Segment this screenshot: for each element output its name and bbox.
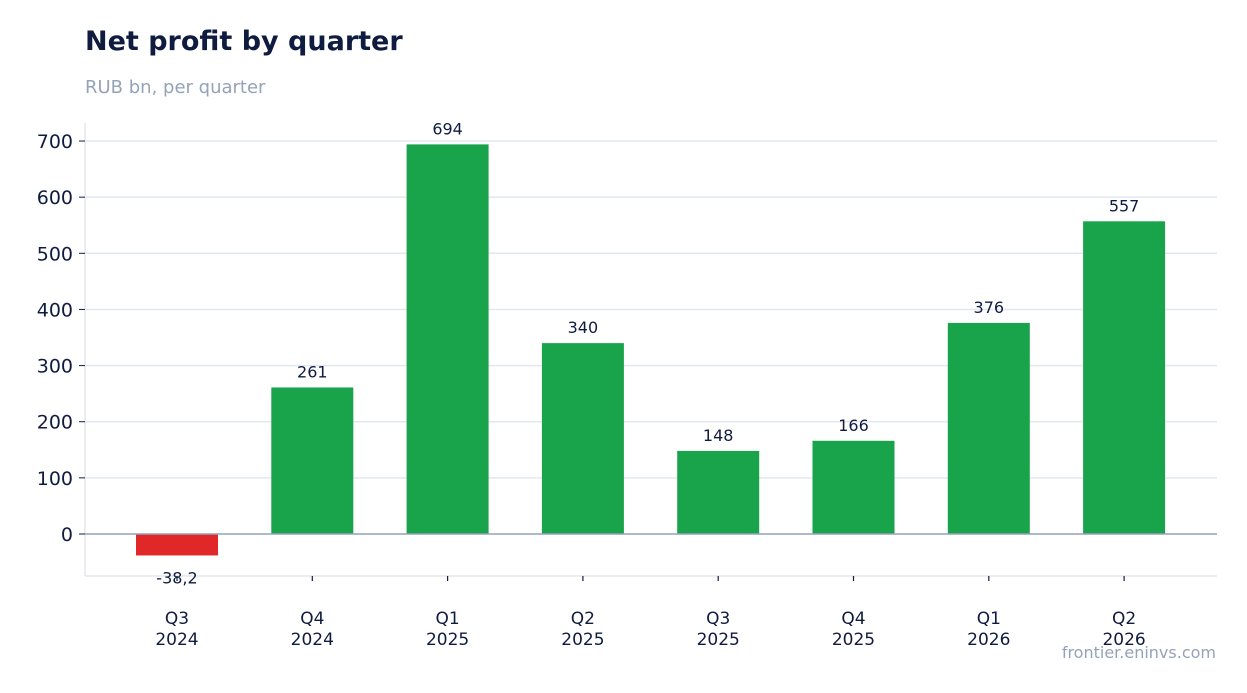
chart-title: Net profit by quarter — [85, 26, 403, 57]
x-tick-label-line: Q2 — [571, 609, 595, 629]
x-tick-label: Q1 2025 — [426, 609, 469, 650]
y-tick-label: 400 — [37, 299, 73, 321]
x-tick-label-line: Q3 — [706, 609, 730, 629]
x-tick-label-line: 2025 — [832, 630, 875, 650]
y-tick-label: 600 — [37, 187, 73, 209]
x-tick-label-line: 2024 — [291, 630, 334, 650]
y-tick-label: 500 — [37, 243, 73, 265]
bar — [271, 387, 354, 534]
x-tick-label-line: Q4 — [300, 609, 324, 629]
bar — [677, 450, 760, 534]
x-tick-label-line: 2025 — [561, 630, 604, 650]
bar — [947, 322, 1030, 534]
data-label: 261 — [297, 362, 328, 381]
x-tick-label-line: 2025 — [426, 630, 469, 650]
data-label: 694 — [432, 119, 463, 138]
chart-subtitle: RUB bn, per quarter — [85, 77, 266, 98]
x-tick-label-line: Q1 — [435, 609, 459, 629]
x-tick-label-line: 2026 — [1102, 630, 1145, 650]
y-tick-label: 700 — [37, 131, 73, 153]
x-tick-label: Q2 2026 — [1102, 609, 1145, 650]
bar — [1083, 221, 1166, 534]
x-tick-label: Q3 2025 — [697, 609, 740, 650]
x-tick-label-line: Q4 — [841, 609, 865, 629]
data-label: 166 — [838, 416, 869, 435]
y-tick-label: 100 — [37, 468, 73, 490]
x-tick-label-line: 2025 — [697, 630, 740, 650]
x-tick-label: Q1 2026 — [967, 609, 1010, 650]
x-tick-label-line: 2024 — [155, 630, 198, 650]
x-tick-label-line: Q3 — [165, 609, 189, 629]
x-tick-label-line: 2026 — [967, 630, 1010, 650]
data-label: 148 — [703, 426, 734, 445]
y-tick-label: 200 — [37, 412, 73, 434]
x-tick-label: Q4 2025 — [832, 609, 875, 650]
source-watermark: frontier.eninvs.com — [1061, 643, 1216, 662]
bar — [812, 440, 895, 534]
x-tick-label-line: Q1 — [977, 609, 1001, 629]
data-label: 376 — [974, 298, 1005, 317]
bar — [406, 144, 489, 534]
bar — [136, 534, 218, 556]
x-tick-label: Q4 2024 — [291, 609, 334, 650]
y-tick-label: 300 — [37, 356, 73, 378]
data-label: 340 — [568, 318, 599, 337]
x-tick-label: Q3 2024 — [155, 609, 198, 650]
bar — [541, 343, 624, 534]
data-label: 557 — [1109, 196, 1140, 215]
x-tick-label: Q2 2025 — [561, 609, 604, 650]
x-tick-label-line: Q2 — [1112, 609, 1136, 629]
y-tick-label: 0 — [61, 524, 73, 546]
